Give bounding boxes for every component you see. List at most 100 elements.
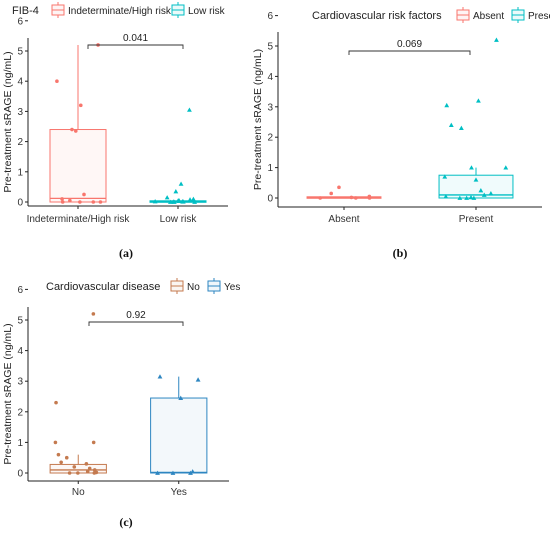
y-tick-label: 2: [267, 133, 273, 144]
panel-label: (a): [119, 246, 133, 260]
data-point: [53, 440, 58, 445]
data-point: [188, 470, 193, 475]
legend-title: Cardiovascular disease: [46, 281, 160, 293]
data-point: [91, 200, 96, 204]
y-tick-label: 3: [17, 107, 23, 118]
y-tick-label: 1: [17, 167, 23, 178]
data-point: [60, 200, 65, 204]
legend-key: [511, 7, 525, 23]
y-tick-label: 6: [267, 11, 273, 22]
data-point: [178, 395, 184, 400]
data-point: [464, 195, 470, 200]
data-point: [91, 312, 96, 316]
y-tick-label: 3: [17, 377, 23, 388]
data-point: [478, 188, 484, 193]
data-point: [337, 185, 341, 190]
data-point: [73, 129, 78, 133]
x-tick-label: Present: [459, 214, 494, 225]
data-point: [180, 199, 186, 204]
data-point: [192, 199, 198, 204]
box: [150, 397, 208, 474]
data-point: [72, 465, 77, 469]
legend-key: [456, 7, 470, 23]
bracket-line: [88, 321, 184, 326]
legend-title: Cardiovascular risk factors: [312, 10, 442, 22]
data-point: [458, 125, 464, 130]
y-tick-label: 6: [17, 285, 23, 296]
data-point: [157, 374, 163, 379]
data-point: [481, 192, 487, 197]
data-point: [488, 191, 494, 196]
data-point: [68, 198, 72, 203]
y-tick-label: 1: [267, 163, 273, 174]
y-axis-label: Pre-treatment sRAGE (ng/mL): [252, 49, 264, 190]
data-point: [367, 196, 372, 200]
data-point: [494, 37, 499, 42]
y-axis-label: Pre-treatment sRAGE (ng/mL): [2, 51, 14, 192]
panel-label: (b): [393, 246, 408, 260]
box-group-no: [49, 312, 107, 475]
y-tick-label: 4: [17, 346, 23, 357]
data-point: [444, 102, 450, 108]
y-tick-label: 5: [267, 42, 273, 53]
significance-bracket: 0.069: [348, 39, 471, 55]
chart-panel-a: FIB-4 Indeterminate/High risk Low risk 0 1 2 3…: [2, 2, 228, 260]
data-point: [476, 98, 481, 103]
legend-label: Low risk: [188, 6, 226, 17]
legend-key: [170, 278, 184, 294]
y-tick-label: 4: [267, 72, 273, 83]
data-point: [87, 466, 92, 471]
p-value-label: 0.041: [123, 33, 148, 44]
data-point: [91, 440, 96, 445]
data-point: [164, 195, 170, 200]
data-point: [448, 122, 454, 127]
y-tick-label: 3: [267, 102, 273, 113]
data-point: [84, 462, 89, 466]
data-point: [187, 197, 193, 202]
data-point: [55, 79, 59, 83]
data-point: [354, 196, 358, 200]
data-point: [155, 470, 160, 475]
legend: Cardiovascular disease No Yes: [46, 278, 240, 294]
x-tick-label: Indeterminate/High risk: [27, 214, 131, 225]
y-tick-label: 4: [17, 77, 23, 88]
data-point: [318, 196, 322, 200]
y-tick-label: 1: [17, 438, 23, 449]
x-tick-label: No: [72, 487, 85, 498]
data-point: [473, 177, 479, 182]
data-point: [329, 191, 334, 196]
data-point: [56, 452, 61, 457]
data-point: [443, 194, 449, 199]
data-point: [78, 103, 83, 108]
legend-label: No: [187, 282, 200, 293]
box-group-low-risk: [149, 107, 207, 204]
data-point: [442, 174, 448, 179]
data-point: [170, 470, 176, 475]
data-point: [469, 165, 474, 170]
data-point: [187, 107, 192, 112]
x-tick-label: Low risk: [160, 214, 198, 225]
data-point: [171, 199, 177, 204]
legend-label: Yes: [224, 282, 240, 293]
legend-title: FIB-4: [12, 5, 39, 17]
data-point: [173, 189, 179, 194]
x-tick-label: Yes: [171, 487, 187, 498]
chart-panel-c: Cardiovascular disease No Yes 0 1 2 3 4 5 6 Pre-tr…: [2, 278, 240, 529]
x-tick-label: Absent: [328, 214, 359, 225]
legend: Cardiovascular risk factors Absent Present: [312, 7, 550, 23]
legend-key: [207, 278, 221, 294]
box-group-indeterminate-high-risk: [49, 43, 107, 204]
data-point: [64, 455, 69, 460]
data-point: [67, 471, 72, 475]
data-point: [60, 197, 64, 201]
legend-label: Absent: [473, 11, 504, 22]
data-point: [92, 471, 97, 475]
p-value-label: 0.069: [397, 39, 422, 50]
data-point: [468, 194, 474, 200]
box: [49, 129, 107, 203]
data-point: [195, 377, 201, 382]
data-point: [168, 199, 173, 204]
y-tick-label: 5: [17, 47, 23, 58]
y-axis-label: Pre-treatment sRAGE (ng/mL): [2, 323, 14, 464]
